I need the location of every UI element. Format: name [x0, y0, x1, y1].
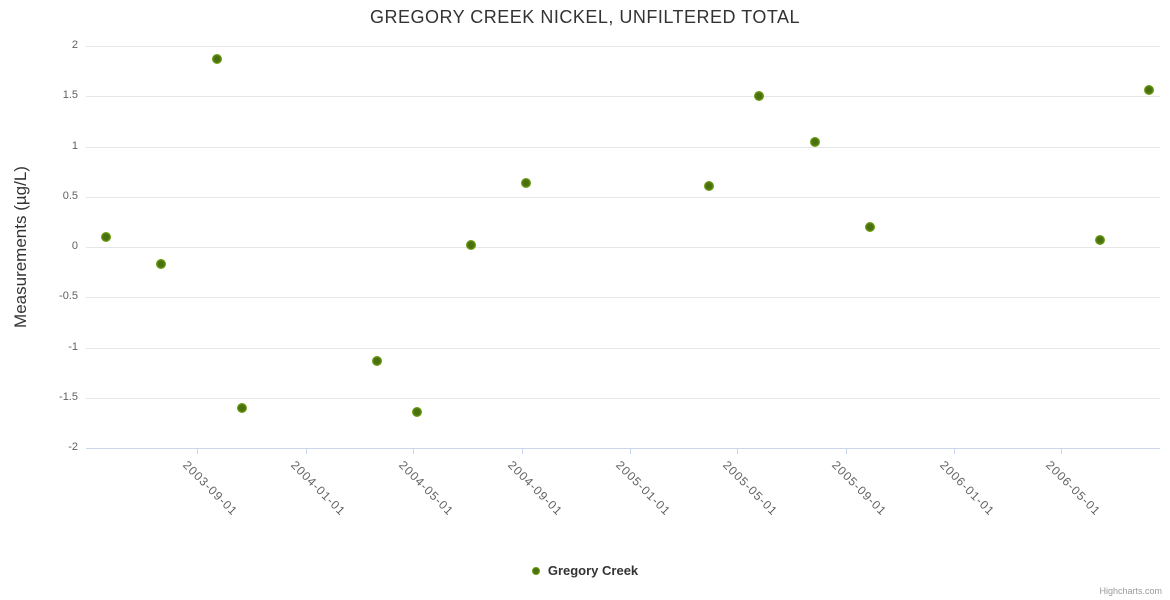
data-point[interactable] [466, 239, 477, 250]
y-axis-tick-label: -1 [68, 340, 78, 353]
x-axis-line [86, 448, 1160, 449]
x-axis-tick-label: 2004-01-01 [288, 458, 349, 519]
data-point[interactable] [155, 259, 166, 270]
x-axis-tick [846, 448, 848, 454]
x-axis-tick [630, 448, 632, 454]
y-axis-tick-label: -0.5 [59, 290, 78, 303]
data-point[interactable] [237, 402, 248, 413]
y-axis-title: Measurements (µg/L) [11, 166, 30, 328]
data-point[interactable] [753, 91, 764, 102]
legend-item-gregory-creek[interactable]: Gregory Creek [0, 563, 1170, 578]
y-axis-tick-label: 0.5 [62, 189, 78, 202]
y-gridline [86, 46, 1160, 47]
y-gridline [86, 96, 1160, 98]
x-axis-tick [737, 448, 738, 454]
data-point[interactable] [412, 406, 423, 417]
data-point[interactable] [212, 54, 223, 65]
y-axis-tick-label: 1 [71, 139, 78, 152]
data-point[interactable] [1094, 234, 1105, 245]
data-point[interactable] [521, 177, 532, 188]
y-gridline [86, 196, 1160, 198]
x-axis-tick [522, 448, 524, 454]
y-gridline [86, 397, 1160, 399]
data-point[interactable] [809, 137, 820, 148]
x-axis-tick-label: 2005-09-01 [828, 458, 890, 519]
x-axis-tick [954, 448, 956, 454]
chart-title: GREGORY CREEK NICKEL, UNFILTERED TOTAL [369, 7, 801, 27]
y-axis-tick-label: 2 [71, 39, 78, 51]
x-axis-tick-label: 2003-09-01 [179, 458, 241, 519]
y-gridline [86, 146, 1160, 148]
y-axis-tick-label: 0 [71, 240, 78, 252]
x-axis-tick [1060, 448, 1062, 454]
y-gridline [86, 297, 1160, 299]
y-axis-tick-label: -2 [68, 441, 78, 453]
x-axis-tick [197, 448, 199, 454]
y-axis-tick-label: -1.5 [59, 390, 78, 403]
data-point[interactable] [372, 355, 383, 366]
highcharts-credits-link[interactable]: Highcharts.com [1099, 586, 1162, 596]
x-axis-tick-label: 2006-01-01 [937, 458, 998, 519]
legend-marker-icon [531, 566, 540, 575]
data-point[interactable] [704, 180, 715, 191]
x-axis-tick-label: 2006-05-01 [1043, 458, 1104, 519]
legend-label: Gregory Creek [547, 563, 639, 578]
x-axis-tick-label: 2005-05-01 [719, 458, 780, 519]
y-axis-tick-label: 1.5 [62, 89, 78, 102]
x-axis-tick-label: 2004-09-01 [504, 458, 566, 519]
data-point[interactable] [864, 221, 875, 232]
data-point[interactable] [101, 231, 112, 242]
x-axis-tick-label: 2005-01-01 [613, 458, 674, 519]
x-axis-tick-label: 2004-05-01 [395, 458, 456, 519]
data-point[interactable] [1144, 85, 1155, 96]
x-axis-tick [413, 448, 415, 454]
y-gridline [86, 347, 1160, 349]
x-axis-tick [305, 448, 307, 454]
y-gridline [86, 247, 1160, 248]
